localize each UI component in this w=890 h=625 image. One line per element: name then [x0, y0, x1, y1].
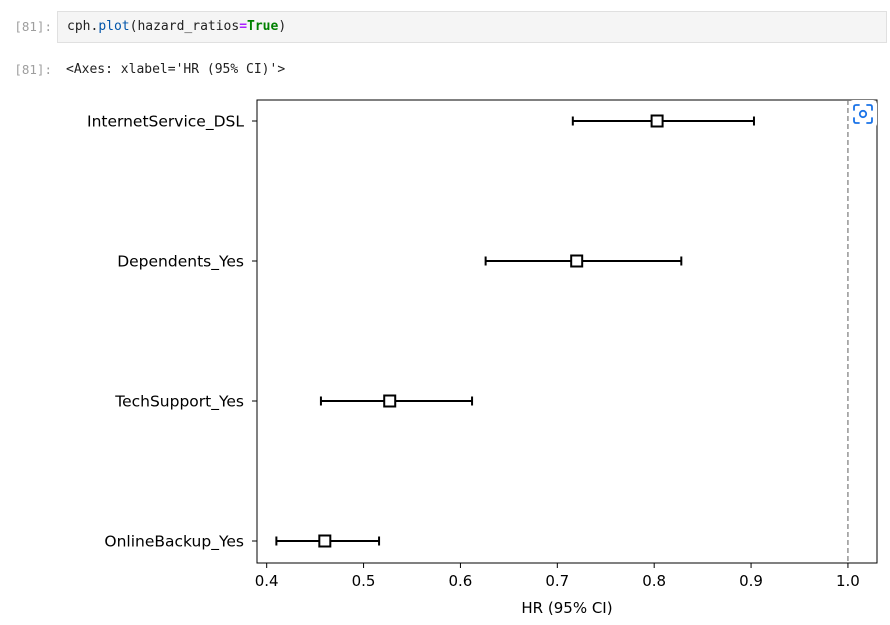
- x-axis-label: HR (95% CI): [521, 599, 612, 617]
- x-tick-label: 0.7: [545, 572, 569, 590]
- x-tick-label: 0.6: [449, 572, 473, 590]
- x-tick-label: 1.0: [836, 572, 860, 590]
- y-tick-label: TechSupport_Yes: [114, 393, 244, 412]
- hazard-ratio-point: [650, 114, 664, 128]
- code-close-paren: ): [278, 19, 287, 34]
- y-axis: InternetService_DSL Dependents_Yes TechSup…: [87, 113, 257, 552]
- x-axis: 0.4 0.5 0.6 0.7 0.8 0.9 1.0: [255, 563, 860, 590]
- code-arg-value: True: [247, 19, 279, 34]
- x-tick-label: 0.4: [255, 572, 279, 590]
- points-layer: [275, 114, 755, 548]
- code-object: cph: [67, 19, 91, 34]
- x-tick-label: 0.9: [739, 572, 763, 590]
- code-arg-name: hazard_ratios: [137, 19, 240, 34]
- x-tick-label: 0.5: [352, 572, 376, 590]
- snapshot-button[interactable]: [849, 100, 877, 128]
- hazard-ratio-point: [318, 534, 332, 548]
- axes-frame: [256, 99, 878, 564]
- y-tick-label: OnlineBackup_Yes: [104, 533, 244, 552]
- x-tick-label: 0.8: [642, 572, 666, 590]
- input-prompt: [81]:: [14, 19, 52, 34]
- output-prompt: [81]:: [14, 62, 52, 77]
- y-tick-label: InternetService_DSL: [87, 113, 244, 132]
- code-line: cph.plot(hazard_ratios=True): [67, 19, 286, 34]
- code-cell[interactable]: cph.plot(hazard_ratios=True): [57, 11, 887, 43]
- code-dot: .: [90, 19, 99, 34]
- code-method: plot: [98, 19, 130, 34]
- code-open-paren: (: [129, 19, 138, 34]
- hazard-ratio-point: [570, 254, 584, 268]
- hazard-ratio-point: [383, 394, 397, 408]
- output-text: <Axes: xlabel='HR (95% CI)'>: [66, 62, 286, 77]
- code-equals: =: [239, 19, 248, 34]
- screenshot-capture-icon: [853, 104, 873, 124]
- y-tick-label: Dependents_Yes: [117, 253, 244, 272]
